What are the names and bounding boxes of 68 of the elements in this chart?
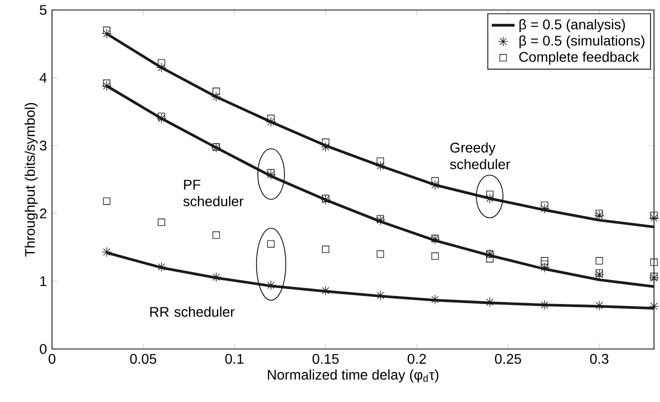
point <box>102 28 112 39</box>
x-tick-label: 0.2 <box>408 354 426 364</box>
point <box>375 290 386 300</box>
point <box>649 272 659 283</box>
point <box>540 204 550 214</box>
point <box>596 210 603 218</box>
point <box>375 160 386 171</box>
point <box>212 231 220 239</box>
x-tick-label: 0.3 <box>590 354 608 364</box>
legend-label: β = 0.5 (simulations) <box>520 35 644 48</box>
point <box>540 202 548 209</box>
point <box>484 297 495 308</box>
y-tick-label: 3 <box>40 140 46 151</box>
x-axis-title: Normalized time delay (φ$_{d}$τ) <box>268 369 438 382</box>
point <box>596 257 603 265</box>
point <box>649 213 659 224</box>
annotation: PF scheduler <box>183 180 244 206</box>
annotation: RR scheduler <box>150 306 235 317</box>
point <box>103 80 110 87</box>
y-tick-label: 2 <box>40 208 46 218</box>
point <box>320 142 331 152</box>
point <box>376 250 384 258</box>
y-axis-title: Throughput (bits/symbol) <box>24 102 38 257</box>
x-tick-label: 0.25 <box>494 354 522 364</box>
point <box>322 246 330 253</box>
y-tick-label: 1 <box>40 276 46 286</box>
point <box>158 112 166 120</box>
point <box>267 240 275 248</box>
point <box>103 26 110 34</box>
y-tick-label: 4 <box>40 72 47 83</box>
point <box>266 116 276 127</box>
x-tick-label: 0.05 <box>130 354 156 364</box>
x-tick-label: 0.15 <box>312 354 339 364</box>
point <box>594 300 604 311</box>
point <box>649 301 659 312</box>
y-tick-label: 0 <box>40 344 47 354</box>
point <box>650 212 658 220</box>
point <box>266 280 276 290</box>
point <box>158 218 166 226</box>
point <box>650 272 658 280</box>
point <box>594 269 604 280</box>
point <box>266 170 276 180</box>
y-tick-label: 5 <box>40 5 46 15</box>
point <box>102 80 112 91</box>
legend-label: Complete feedback <box>519 52 640 65</box>
point <box>594 210 604 220</box>
x-tick-label: 0.1 <box>225 354 244 364</box>
point <box>320 286 331 296</box>
point <box>376 215 384 222</box>
point <box>484 193 495 204</box>
point <box>211 92 222 102</box>
point <box>596 269 603 277</box>
point <box>320 194 331 205</box>
point <box>540 260 548 268</box>
point <box>267 114 275 122</box>
point <box>103 198 110 205</box>
point <box>430 294 440 304</box>
point <box>650 258 658 266</box>
point <box>102 247 112 258</box>
point <box>431 252 439 260</box>
point <box>267 169 275 176</box>
point <box>322 194 330 202</box>
legend-label: β = 0.5 (analysis) <box>520 19 625 32</box>
point <box>375 215 386 226</box>
annotation: Greedy scheduler <box>450 142 510 170</box>
point <box>211 272 222 282</box>
point <box>430 180 440 190</box>
x-tick-label: 0 <box>48 354 56 364</box>
